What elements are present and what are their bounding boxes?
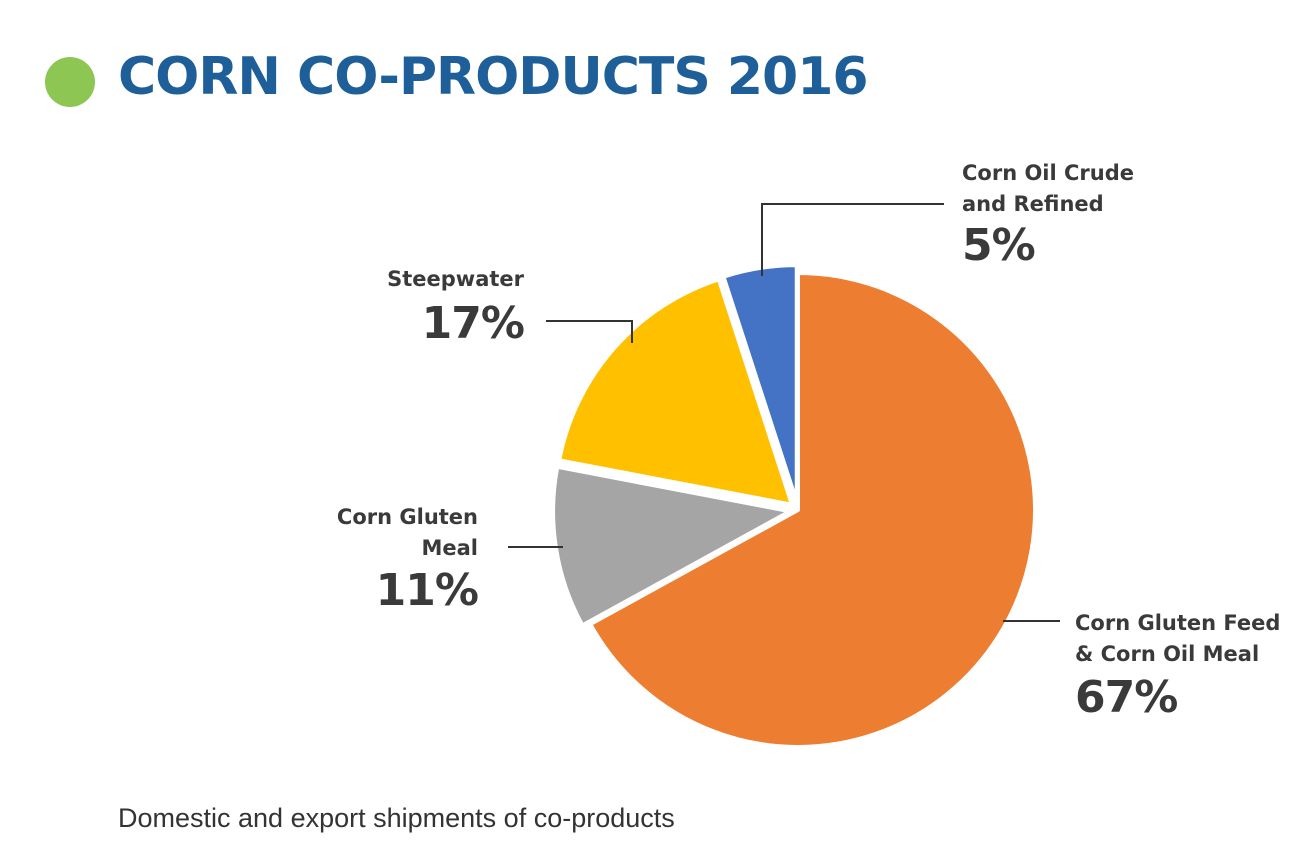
pie-slice-17pct	[557, 277, 794, 507]
leader-line	[761, 203, 944, 276]
leader-line	[546, 320, 633, 343]
slice-label: and Refined	[962, 192, 1104, 216]
pie-slice-5pct	[721, 263, 799, 505]
slice-label: Corn Gluten Feed	[1075, 611, 1280, 635]
slice-label: Meal	[421, 536, 478, 560]
slice-label: Steepwater	[387, 267, 525, 291]
chart-caption: Domestic and export shipments of co-prod…	[118, 803, 675, 833]
slice-value-label: 11%	[376, 565, 478, 616]
slice-label: & Corn Oil Meal	[1075, 642, 1259, 666]
slice-value-label: 17%	[422, 298, 524, 349]
title-bullet-dot	[45, 57, 95, 107]
chart-title: CORN CO-PRODUCTS 2016	[118, 47, 869, 107]
slice-value-label: 67%	[1075, 672, 1177, 723]
slice-label: Corn Oil Crude	[962, 161, 1134, 185]
pie-slice-11pct	[551, 464, 793, 628]
slice-value-label: 5%	[962, 220, 1035, 271]
pie-slice-67pct	[588, 271, 1037, 749]
slice-label: Corn Gluten	[337, 505, 478, 529]
